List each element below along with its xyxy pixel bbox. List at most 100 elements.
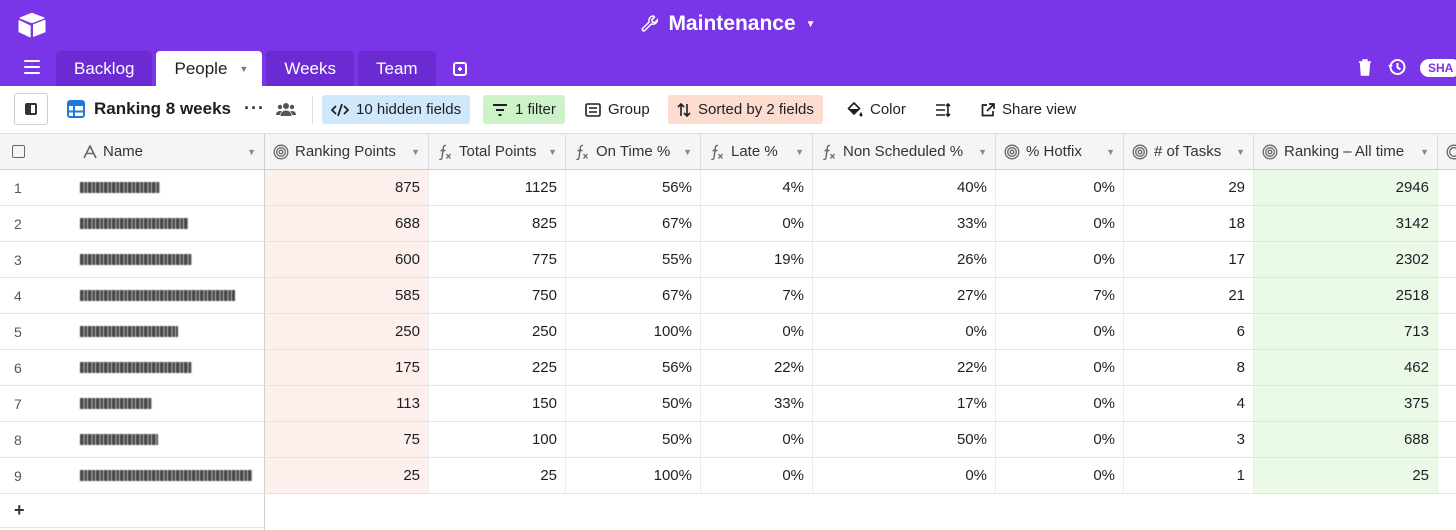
header-late[interactable]: Late % ▼ bbox=[701, 134, 813, 170]
cell-late[interactable]: 0% bbox=[701, 458, 813, 493]
header-next-column[interactable] bbox=[1438, 134, 1456, 170]
chevron-down-icon[interactable]: ▼ bbox=[795, 146, 804, 157]
cell-total-points[interactable]: 750 bbox=[429, 278, 566, 313]
cell-non-scheduled[interactable]: 17% bbox=[813, 386, 996, 421]
cell-hotfix[interactable]: 0% bbox=[996, 386, 1124, 421]
cell-tasks[interactable]: 1 bbox=[1124, 458, 1254, 493]
cell-non-scheduled[interactable]: 40% bbox=[813, 170, 996, 205]
color-button[interactable]: Color bbox=[838, 95, 915, 124]
cell-non-scheduled[interactable]: 26% bbox=[813, 242, 996, 277]
chevron-down-icon[interactable]: ▼ bbox=[411, 146, 420, 157]
cell-total-points[interactable]: 825 bbox=[429, 206, 566, 241]
header-on-time[interactable]: On Time % ▼ bbox=[566, 134, 701, 170]
cell-tasks[interactable]: 8 bbox=[1124, 350, 1254, 385]
cell-ranking-points[interactable]: 585 bbox=[265, 278, 429, 313]
cell-non-scheduled[interactable]: 27% bbox=[813, 278, 996, 313]
cell-non-scheduled[interactable]: 0% bbox=[813, 314, 996, 349]
cell-late[interactable]: 7% bbox=[701, 278, 813, 313]
grid-view-icon[interactable] bbox=[67, 100, 85, 118]
cell-total-points[interactable]: 25 bbox=[429, 458, 566, 493]
chevron-down-icon[interactable]: ▼ bbox=[548, 146, 557, 157]
chevron-down-icon[interactable]: ▼ bbox=[1420, 146, 1429, 157]
cell-late[interactable]: 4% bbox=[701, 170, 813, 205]
more-options-icon[interactable]: ··· bbox=[244, 98, 265, 118]
cell-tasks[interactable]: 21 bbox=[1124, 278, 1254, 313]
cell-total-points[interactable]: 225 bbox=[429, 350, 566, 385]
tab-weeks[interactable]: Weeks bbox=[266, 51, 354, 86]
sort-button[interactable]: Sorted by 2 fields bbox=[668, 95, 823, 124]
cell-hotfix[interactable]: 0% bbox=[996, 458, 1124, 493]
cell-name[interactable] bbox=[0, 350, 265, 385]
cell-total-points[interactable]: 100 bbox=[429, 422, 566, 457]
sidebar-toggle-button[interactable] bbox=[14, 93, 48, 125]
cell-name[interactable] bbox=[0, 314, 265, 349]
header-hotfix[interactable]: % Hotfix ▼ bbox=[996, 134, 1124, 170]
cell-ranking-all-time[interactable]: 375 bbox=[1254, 386, 1438, 421]
chevron-down-icon[interactable]: ▼ bbox=[978, 146, 987, 157]
cell-on-time[interactable]: 50% bbox=[566, 386, 701, 421]
cell-tasks[interactable]: 18 bbox=[1124, 206, 1254, 241]
menu-icon[interactable] bbox=[24, 60, 40, 74]
table-row[interactable]: 7 113 150 50% 33% 17% 0% 4 375 bbox=[0, 386, 1456, 422]
header-tasks[interactable]: # of Tasks ▼ bbox=[1124, 134, 1254, 170]
cell-tasks[interactable]: 29 bbox=[1124, 170, 1254, 205]
cell-on-time[interactable]: 67% bbox=[566, 206, 701, 241]
cell-ranking-points[interactable]: 875 bbox=[265, 170, 429, 205]
cell-late[interactable]: 22% bbox=[701, 350, 813, 385]
cell-late[interactable]: 19% bbox=[701, 242, 813, 277]
base-title[interactable]: Maintenance ▼ bbox=[0, 12, 1456, 40]
table-row[interactable]: 3 600 775 55% 19% 26% 0% 17 2302 bbox=[0, 242, 1456, 278]
cell-ranking-all-time[interactable]: 2518 bbox=[1254, 278, 1438, 313]
cell-ranking-points[interactable]: 250 bbox=[265, 314, 429, 349]
cell-name[interactable] bbox=[0, 422, 265, 457]
table-row[interactable]: 5 250 250 100% 0% 0% 0% 6 713 bbox=[0, 314, 1456, 350]
cell-on-time[interactable]: 100% bbox=[566, 458, 701, 493]
tab-team[interactable]: Team bbox=[358, 51, 436, 86]
cell-non-scheduled[interactable]: 0% bbox=[813, 458, 996, 493]
cell-ranking-points[interactable]: 600 bbox=[265, 242, 429, 277]
cell-late[interactable]: 0% bbox=[701, 422, 813, 457]
cell-late[interactable]: 0% bbox=[701, 206, 813, 241]
cell-non-scheduled[interactable]: 22% bbox=[813, 350, 996, 385]
cell-ranking-all-time[interactable]: 462 bbox=[1254, 350, 1438, 385]
cell-non-scheduled[interactable]: 50% bbox=[813, 422, 996, 457]
header-non-scheduled[interactable]: Non Scheduled % ▼ bbox=[813, 134, 996, 170]
cell-tasks[interactable]: 3 bbox=[1124, 422, 1254, 457]
add-table-button[interactable] bbox=[444, 51, 476, 86]
cell-on-time[interactable]: 100% bbox=[566, 314, 701, 349]
header-total-points[interactable]: Total Points ▼ bbox=[429, 134, 566, 170]
tab-backlog[interactable]: Backlog bbox=[56, 51, 153, 86]
table-row[interactable]: 2 688 825 67% 0% 33% 0% 18 3142 bbox=[0, 206, 1456, 242]
tab-people[interactable]: People ▼ bbox=[156, 51, 263, 86]
cell-ranking-all-time[interactable]: 3142 bbox=[1254, 206, 1438, 241]
table-row[interactable]: 4 585 750 67% 7% 27% 7% 21 2518 bbox=[0, 278, 1456, 314]
cell-total-points[interactable]: 1125 bbox=[429, 170, 566, 205]
airtable-logo-icon[interactable] bbox=[18, 12, 46, 38]
cell-on-time[interactable]: 55% bbox=[566, 242, 701, 277]
cell-total-points[interactable]: 775 bbox=[429, 242, 566, 277]
cell-hotfix[interactable]: 0% bbox=[996, 206, 1124, 241]
history-icon[interactable] bbox=[1388, 58, 1406, 76]
cell-ranking-points[interactable]: 113 bbox=[265, 386, 429, 421]
table-row[interactable]: 1 875 1125 56% 4% 40% 0% 29 2946 bbox=[0, 170, 1456, 206]
chevron-down-icon[interactable]: ▼ bbox=[1106, 146, 1115, 157]
table-row[interactable]: 6 175 225 56% 22% 22% 0% 8 462 bbox=[0, 350, 1456, 386]
hidden-fields-button[interactable]: 10 hidden fields bbox=[322, 95, 471, 124]
header-ranking-all-time[interactable]: Ranking – All time ▼ bbox=[1254, 134, 1438, 170]
cell-late[interactable]: 0% bbox=[701, 314, 813, 349]
cell-ranking-points[interactable]: 688 bbox=[265, 206, 429, 241]
cell-late[interactable]: 33% bbox=[701, 386, 813, 421]
cell-name[interactable] bbox=[0, 386, 265, 421]
cell-hotfix[interactable]: 0% bbox=[996, 314, 1124, 349]
cell-name[interactable] bbox=[0, 170, 265, 205]
chevron-down-icon[interactable]: ▼ bbox=[1236, 146, 1245, 157]
cell-on-time[interactable]: 50% bbox=[566, 422, 701, 457]
chevron-down-icon[interactable]: ▼ bbox=[683, 146, 692, 157]
cell-tasks[interactable]: 17 bbox=[1124, 242, 1254, 277]
group-button[interactable]: Group bbox=[576, 95, 659, 124]
cell-on-time[interactable]: 56% bbox=[566, 350, 701, 385]
cell-ranking-all-time[interactable]: 713 bbox=[1254, 314, 1438, 349]
cell-hotfix[interactable]: 0% bbox=[996, 170, 1124, 205]
cell-ranking-points[interactable]: 75 bbox=[265, 422, 429, 457]
trash-icon[interactable] bbox=[1358, 58, 1372, 76]
